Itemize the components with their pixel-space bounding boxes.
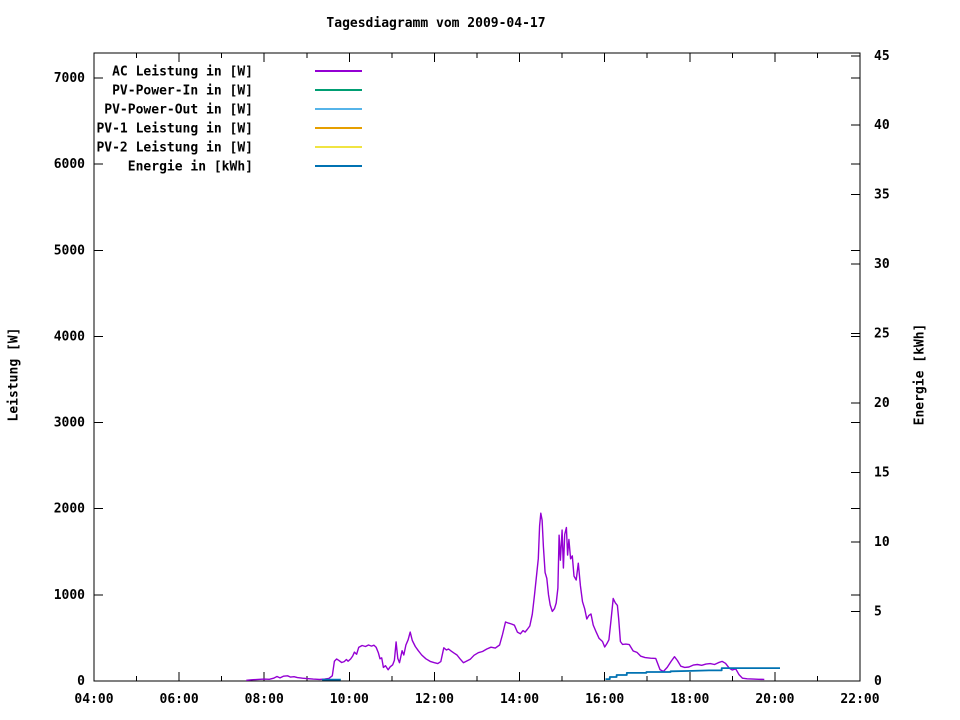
y2-tick-label: 30 xyxy=(874,257,890,272)
y2-tick-label: 25 xyxy=(874,327,890,342)
y1-tick-label: 5000 xyxy=(54,243,85,258)
y1-tick-label: 3000 xyxy=(54,416,85,431)
x-tick-label: 16:00 xyxy=(585,692,624,707)
x-tick-label: 12:00 xyxy=(415,692,454,707)
y1-tick-label: 7000 xyxy=(54,71,85,86)
y1-tick-label: 1000 xyxy=(54,588,85,603)
chart-title: Tagesdiagramm vom 2009-04-17 xyxy=(326,16,546,31)
series-energie-in-kwh- xyxy=(605,667,780,680)
y2-tick-label: 0 xyxy=(874,674,882,689)
legend-label: Energie in [kWh] xyxy=(128,160,253,175)
series-ac-leistung-in-w- xyxy=(246,512,765,681)
y2-tick-label: 5 xyxy=(874,605,882,620)
y2-tick-label: 35 xyxy=(874,188,890,203)
y1-tick-label: 0 xyxy=(77,674,85,689)
legend-label: PV-Power-In in [W] xyxy=(112,84,253,99)
y2-tick-label: 45 xyxy=(874,49,890,64)
x-tick-label: 10:00 xyxy=(330,692,369,707)
y1-tick-label: 6000 xyxy=(54,157,85,172)
y2-tick-label: 40 xyxy=(874,118,890,133)
y2-tick-label: 20 xyxy=(874,396,890,411)
legend-label: PV-2 Leistung in [W] xyxy=(96,141,253,156)
x-tick-label: 20:00 xyxy=(755,692,794,707)
legend-label: PV-Power-Out in [W] xyxy=(104,103,253,118)
x-tick-label: 06:00 xyxy=(160,692,199,707)
x-tick-label: 04:00 xyxy=(74,692,113,707)
x-tick-label: 08:00 xyxy=(245,692,284,707)
x-tick-label: 14:00 xyxy=(500,692,539,707)
y2-tick-label: 15 xyxy=(874,466,890,481)
legend-label: AC Leistung in [W] xyxy=(112,65,253,80)
y1-tick-label: 4000 xyxy=(54,329,85,344)
y2-tick-label: 10 xyxy=(874,535,890,550)
y1-tick-label: 2000 xyxy=(54,502,85,517)
x-tick-label: 18:00 xyxy=(670,692,709,707)
legend-label: PV-1 Leistung in [W] xyxy=(96,122,253,137)
x-tick-label: 22:00 xyxy=(840,692,879,707)
